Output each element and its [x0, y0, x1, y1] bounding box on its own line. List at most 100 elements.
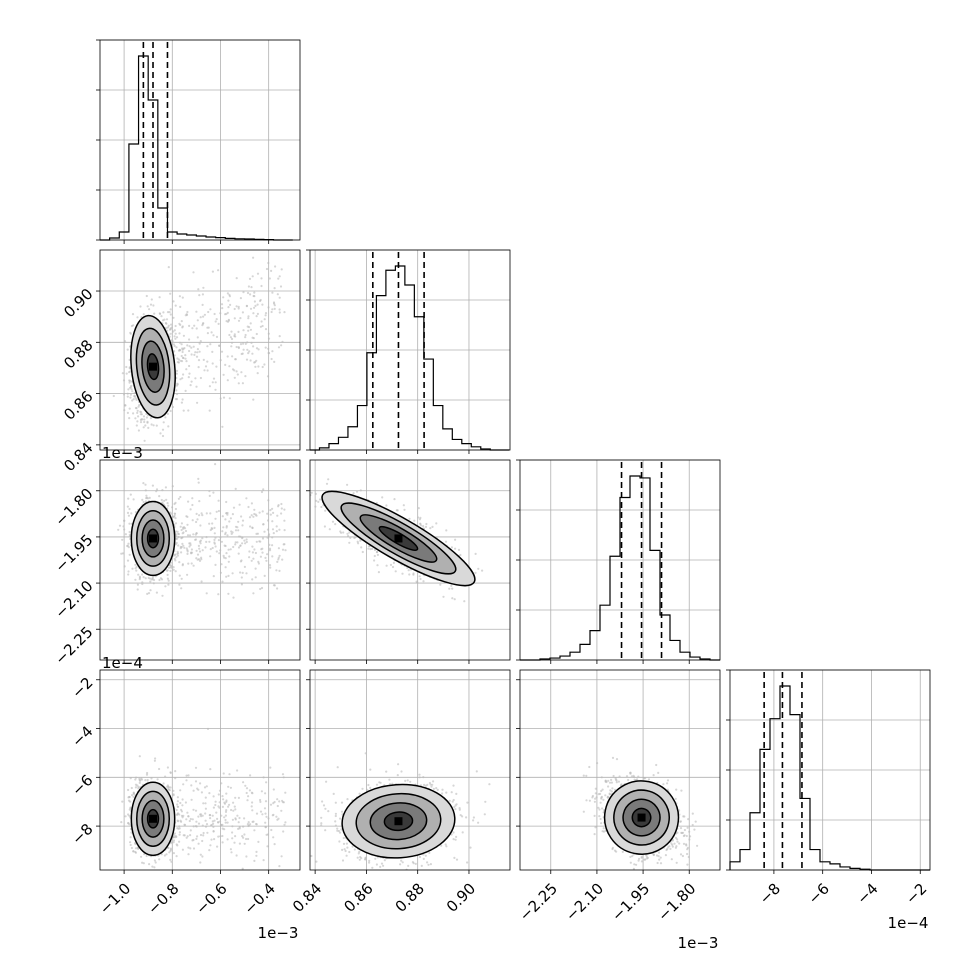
sample-point: [271, 544, 274, 547]
sample-point: [161, 428, 165, 431]
sample-point: [276, 587, 279, 590]
sample-point: [228, 520, 231, 523]
sample-point: [149, 417, 152, 420]
sample-point: [234, 796, 237, 799]
sample-point: [229, 303, 232, 306]
sample-point: [198, 294, 201, 297]
sample-point: [227, 299, 230, 302]
sample-point: [222, 554, 225, 558]
sample-point: [158, 578, 161, 582]
sample-point: [241, 382, 244, 385]
sample-point: [128, 367, 131, 370]
sample-point: [167, 324, 170, 327]
sample-point: [167, 566, 171, 569]
sample-point: [215, 365, 218, 368]
sample-point: [152, 424, 155, 427]
sample-point: [348, 531, 351, 534]
sample-point: [163, 854, 166, 857]
sample-point: [220, 350, 224, 353]
sample-point: [197, 359, 201, 362]
sample-point: [273, 287, 276, 290]
sample-point: [196, 351, 199, 354]
sample-point: [264, 812, 267, 815]
sample-point: [165, 322, 168, 325]
sample-point: [355, 490, 359, 493]
sample-point: [122, 379, 126, 382]
sample-point: [218, 801, 221, 804]
sample-point: [251, 551, 254, 554]
sample-point: [268, 564, 272, 567]
sample-point: [158, 312, 161, 315]
sample-point: [217, 509, 220, 513]
sample-point: [176, 361, 179, 364]
sample-point: [174, 507, 177, 511]
density-peak: [394, 534, 403, 543]
sample-point: [256, 243, 258, 245]
sample-point: [259, 555, 262, 558]
sample-point: [187, 815, 190, 818]
sample-point: [169, 308, 172, 311]
sample-point: [197, 477, 200, 480]
sample-point: [248, 350, 251, 353]
sample-point: [162, 311, 165, 314]
sample-point: [181, 542, 184, 546]
sample-point: [134, 567, 137, 570]
sample-point: [271, 528, 275, 531]
sample-point: [187, 774, 190, 777]
sample-point: [259, 540, 262, 543]
sample-point: [283, 311, 286, 314]
sample-point: [187, 500, 190, 503]
sample-point: [226, 821, 229, 824]
sample-point: [190, 346, 193, 349]
sample-point: [195, 512, 198, 516]
sample-point: [226, 379, 229, 382]
sample-point: [224, 814, 227, 817]
sample-point: [150, 578, 154, 581]
sample-point: [281, 558, 284, 561]
sample-point: [240, 583, 243, 586]
sample-point: [214, 517, 217, 520]
sample-point: [237, 382, 240, 385]
sample-point: [237, 520, 240, 523]
sample-point: [175, 369, 179, 372]
sample-point: [250, 559, 253, 562]
sample-point: [208, 522, 211, 525]
sample-point: [239, 343, 243, 346]
sample-point: [141, 498, 144, 501]
sample-point: [250, 502, 253, 505]
sample-point: [376, 553, 379, 557]
sample-point: [196, 518, 199, 521]
sample-point: [451, 587, 454, 590]
sample-point: [232, 545, 235, 549]
sample-point: [196, 401, 199, 404]
sample-point: [276, 804, 279, 808]
sample-point: [170, 339, 173, 342]
sample-point: [209, 548, 212, 551]
sample-point: [445, 529, 448, 532]
sample-point: [213, 312, 216, 316]
sample-point: [412, 573, 415, 576]
sample-point: [271, 507, 274, 510]
sample-point: [256, 532, 259, 535]
sample-point: [241, 311, 244, 314]
sample-point: [126, 395, 129, 398]
sample-point: [369, 548, 372, 551]
sample-point: [259, 798, 262, 802]
sample-point: [278, 554, 281, 557]
sample-point: [197, 822, 201, 825]
sample-point: [205, 540, 208, 544]
sample-point: [142, 500, 145, 504]
sample-point: [128, 553, 131, 556]
sample-point: [248, 556, 251, 559]
sample-point: [424, 525, 428, 529]
sample-point: [451, 597, 454, 600]
sample-point: [252, 256, 255, 259]
sample-point: [169, 786, 172, 789]
sample-point: [174, 337, 177, 340]
sample-point: [194, 377, 197, 380]
sample-point: [429, 527, 432, 530]
sample-point: [250, 514, 253, 517]
sample-point: [198, 514, 201, 517]
sample-point: [211, 522, 214, 525]
sample-point: [259, 800, 262, 804]
